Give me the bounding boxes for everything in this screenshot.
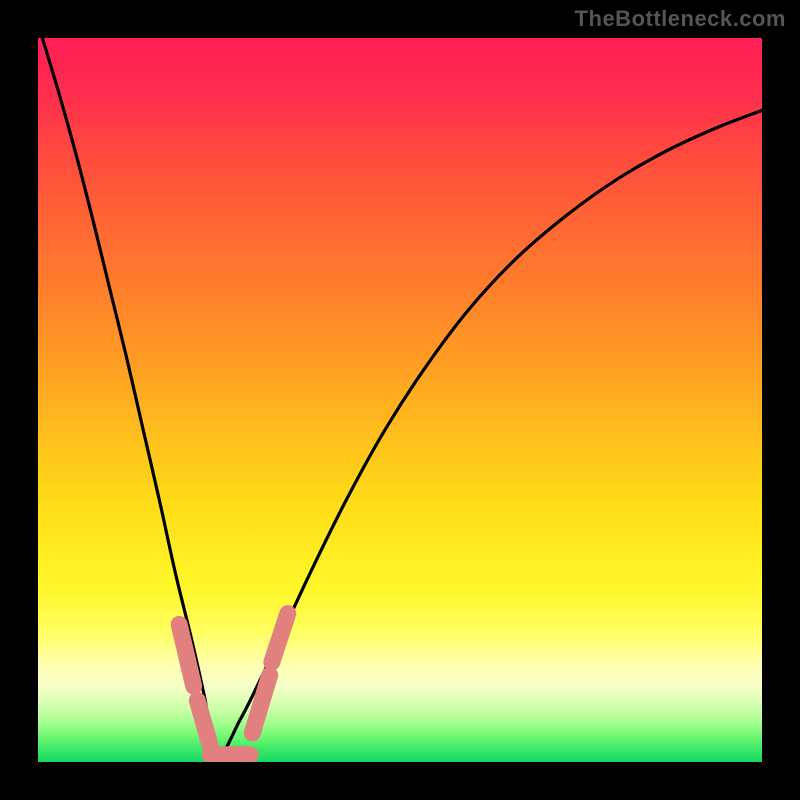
marker-segment xyxy=(252,675,269,733)
marker-segment xyxy=(272,614,288,663)
marker-segment xyxy=(197,700,210,746)
bottleneck-curve xyxy=(42,38,762,757)
watermark-text: TheBottleneck.com xyxy=(575,6,786,32)
plot-area xyxy=(38,38,762,762)
chart-container: TheBottleneck.com xyxy=(0,0,800,800)
curve-layer xyxy=(38,38,762,762)
